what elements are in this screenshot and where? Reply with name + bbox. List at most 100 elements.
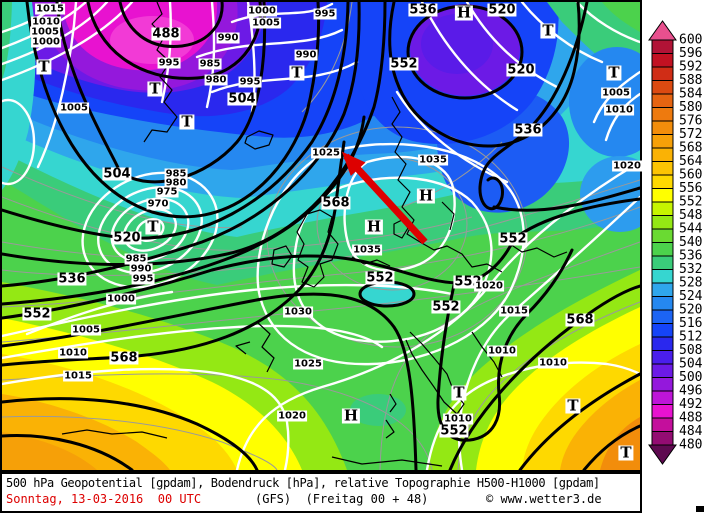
geopotential-label: 504 (227, 91, 257, 107)
pressure-label: 985 (164, 168, 188, 180)
legend-value: 480 (679, 438, 702, 453)
legend-value: 588 (679, 73, 702, 88)
pressure-label: 1025 (311, 147, 341, 159)
pressure-label: 1010 (31, 16, 61, 28)
valid-datetime: Sonntag, 13-03-2016 00 UTC (6, 492, 202, 506)
legend-value: 488 (679, 411, 702, 426)
legend-value: 548 (679, 208, 702, 223)
geopotential-label: 552 (365, 270, 395, 286)
pressure-label: 1010 (487, 345, 517, 357)
pressure-label: 985 (198, 58, 222, 70)
legend-value: 576 (679, 114, 702, 129)
geopotential-label: 552 (22, 306, 52, 322)
pressure-label: 980 (204, 74, 228, 86)
pressure-label: 1010 (604, 104, 634, 116)
model-run-info: (GFS) (Freitag 00 + 48) (255, 492, 429, 506)
color-scale-legend: 600 596 592 588 584 580 576 572 568 564 560 556 552 5… (643, 0, 704, 470)
pressure-label: 1010 (538, 357, 568, 369)
pressure-label: 990 (294, 49, 318, 61)
pressure-label: 1005 (30, 26, 60, 38)
low-pressure-marker: T (147, 79, 163, 98)
weather-map: 488 504 504 520 520 520 536 536 536 552 552 552 552 5… (0, 0, 642, 472)
legend-value: 544 (679, 222, 703, 237)
pressure-label: 1000 (31, 36, 61, 48)
pressure-label: 1005 (59, 102, 89, 114)
pressure-label: 990 (129, 263, 153, 275)
pressure-label: 1030 (283, 306, 313, 318)
legend-value: 504 (679, 357, 703, 372)
pressure-label: 1010 (58, 347, 88, 359)
legend-value: 596 (679, 46, 702, 61)
geopotential-label: 536 (57, 271, 87, 287)
low-pressure-marker: T (451, 383, 467, 402)
pressure-label: 995 (131, 273, 155, 285)
corner-mark (696, 506, 704, 512)
pressure-label: 970 (146, 198, 170, 210)
pressure-label: 1005 (71, 324, 101, 336)
legend-value: 580 (679, 100, 702, 115)
legend-value: 568 (679, 141, 702, 156)
legend-value: 524 (679, 289, 703, 304)
geopotential-label: 568 (321, 195, 351, 211)
caption-box: 500 hPa Geopotential [gpdam], Bodendruck… (0, 472, 642, 513)
high-pressure-marker: H (364, 217, 384, 236)
legend-value: 592 (679, 60, 702, 75)
pressure-label: 1010 (443, 413, 473, 425)
geopotential-label: 488 (151, 26, 181, 42)
pressure-label: 990 (216, 32, 240, 44)
legend-value: 496 (679, 384, 702, 399)
credit-link: © www.wetter3.de (486, 492, 602, 506)
geopotential-label: 536 (513, 122, 543, 138)
pressure-label: 975 (155, 186, 179, 198)
geopotential-label: 520 (487, 2, 517, 18)
pressure-label: 1015 (63, 370, 93, 382)
low-pressure-marker: T (618, 443, 634, 462)
legend-value: 560 (679, 168, 702, 183)
pressure-label: 1025 (293, 358, 323, 370)
geopotential-label: 568 (565, 312, 595, 328)
pressure-label: 1020 (474, 280, 504, 292)
legend-value: 556 (679, 181, 702, 196)
pressure-label: 1000 (106, 293, 136, 305)
low-pressure-marker: T (565, 396, 581, 415)
legend-value: 552 (679, 195, 702, 210)
pressure-label: 1020 (612, 160, 642, 172)
pressure-label: 1000 (247, 5, 277, 17)
pressure-label: 1035 (352, 244, 382, 256)
geopotential-label: 568 (109, 350, 139, 366)
low-pressure-marker: T (289, 63, 305, 82)
pressure-label: 995 (313, 8, 337, 20)
low-pressure-marker: T (145, 217, 161, 236)
low-pressure-marker: T (36, 57, 52, 76)
pressure-label: 1015 (499, 305, 529, 317)
legend-value: 600 (679, 33, 702, 48)
map-labels: 488 504 504 520 520 520 536 536 536 552 552 552 552 5… (2, 2, 642, 470)
legend-value: 500 (679, 370, 702, 385)
geopotential-label: 520 (112, 230, 142, 246)
low-pressure-marker: T (540, 21, 556, 40)
legend-value: 512 (679, 330, 702, 345)
pressure-label: 985 (124, 253, 148, 265)
pressure-label: 995 (157, 57, 181, 69)
red-arrow (341, 151, 428, 245)
legend-value: 584 (679, 87, 703, 102)
geopotential-label: 552 (498, 231, 528, 247)
geopotential-label: 552 (389, 56, 419, 72)
pressure-label: 995 (238, 76, 262, 88)
legend-value: 508 (679, 343, 702, 358)
geopotential-label: 504 (102, 166, 132, 182)
pressure-label: 1015 (35, 3, 65, 15)
legend-value: 536 (679, 249, 702, 264)
legend-value: 528 (679, 276, 702, 291)
legend-value: 572 (679, 127, 702, 142)
low-pressure-marker: T (606, 63, 622, 82)
legend-value: 532 (679, 262, 702, 277)
pressure-label: 1035 (418, 154, 448, 166)
geopotential-label: 520 (506, 62, 536, 78)
map-title: 500 hPa Geopotential [gpdam], Bodendruck… (6, 476, 600, 490)
high-pressure-marker: H (341, 406, 361, 425)
geopotential-label: 536 (408, 2, 438, 18)
pressure-label: 1005 (251, 17, 281, 29)
legend-value: 520 (679, 303, 702, 318)
